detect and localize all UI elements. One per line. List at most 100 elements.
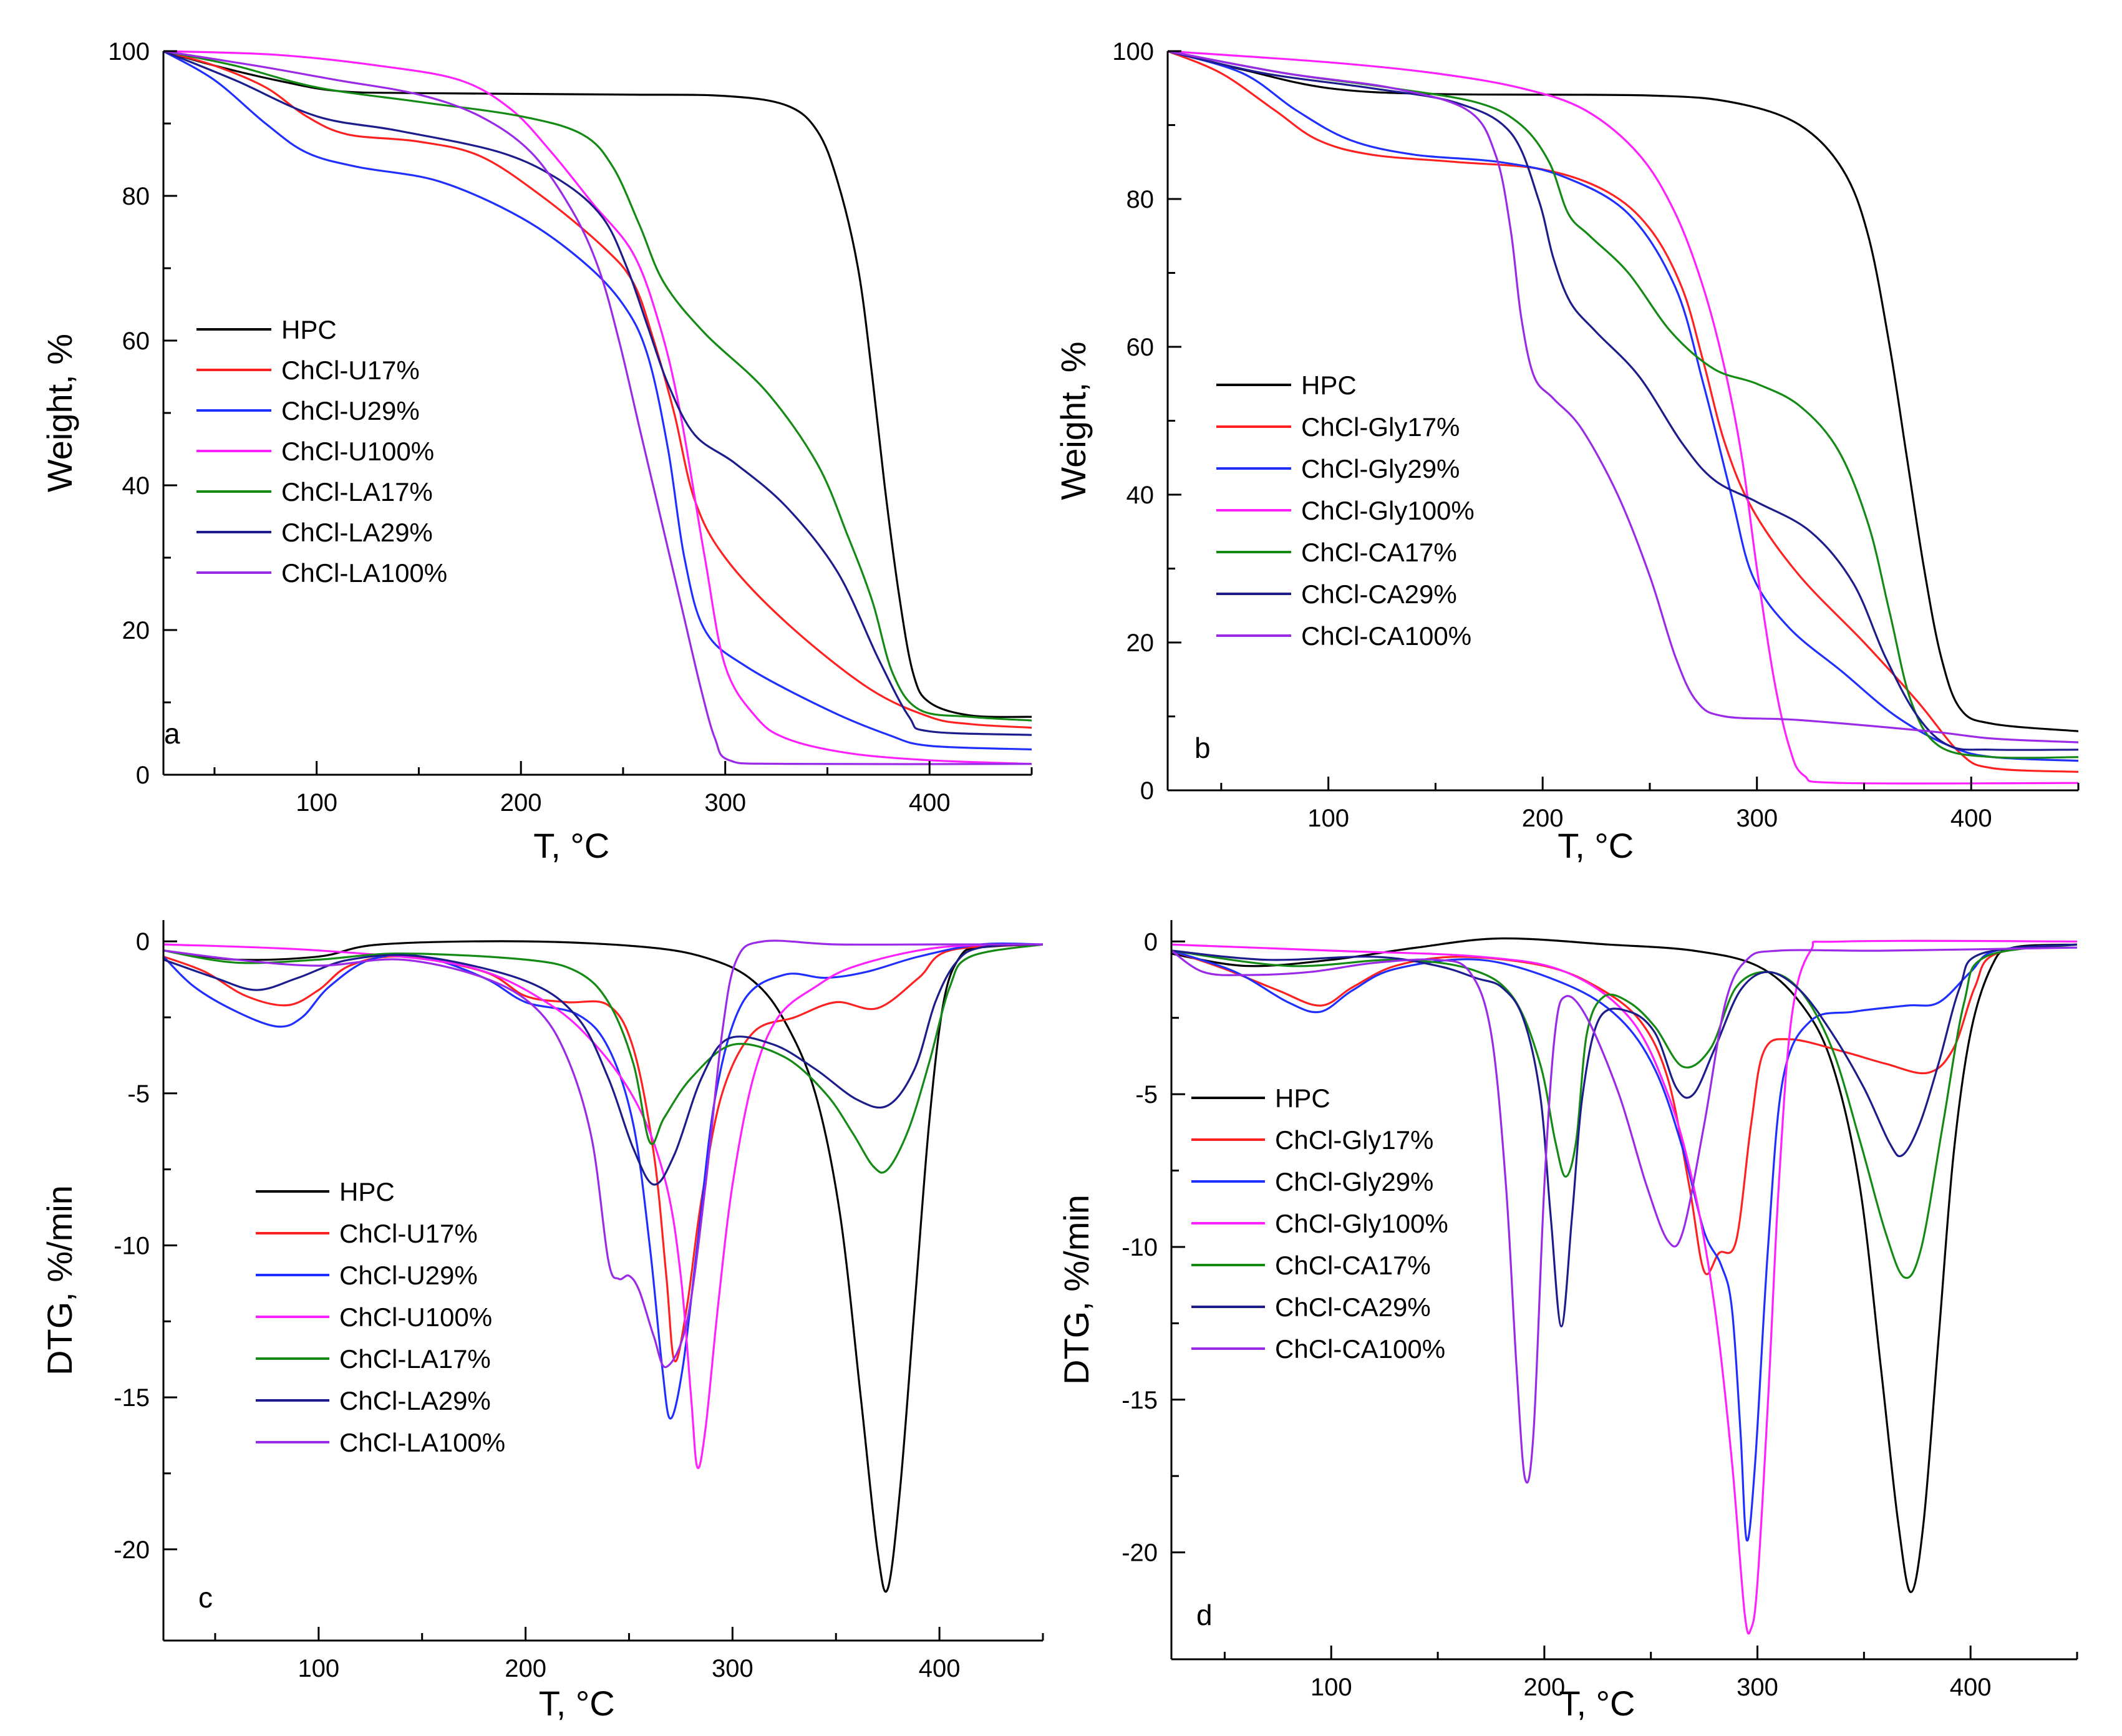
series-line-chcl-ca17pct [1171,943,2077,1279]
x-tick-label: 300 [1737,1674,1778,1701]
series-line-hpc [1168,50,2078,732]
series-group-c [163,939,1043,1593]
y-tick-label: 0 [1140,777,1154,805]
series-line-chcl-u17pct [163,50,1032,729]
series-group-d [1171,937,2077,1635]
y-tick-label: 100 [1112,38,1154,65]
legend-label-chcl-la17pct: ChCl-LA17% [281,477,433,507]
legend-label-hpc: HPC [339,1177,395,1206]
y-tick-label: 0 [136,762,150,789]
legend-label-chcl-la17pct: ChCl-LA17% [339,1344,491,1374]
x-axis-title: T, °C [1558,826,1634,865]
x-tick-label: 200 [1524,1674,1566,1701]
y-tick-label: -15 [1122,1387,1158,1414]
legend-label-chcl-u100pct: ChCl-U100% [339,1302,492,1332]
x-tick-label: 300 [704,789,746,817]
y-tick-label: 40 [122,472,150,500]
x-axis-title: T, °C [1559,1684,1635,1723]
legend-label-chcl-ca17pct: ChCl-CA17% [1275,1251,1431,1280]
x-tick-label: 400 [919,1655,961,1682]
series-line-hpc [1171,937,2077,1593]
legend-label-chcl-gly17pct: ChCl-Gly17% [1275,1125,1433,1155]
series-line-chcl-ca29pct [1171,943,2077,1327]
legend-label-chcl-gly29pct: ChCl-Gly29% [1301,454,1460,483]
legend-label-chcl-ca17pct: ChCl-CA17% [1301,538,1457,567]
series-line-chcl-u29pct [163,50,1032,750]
x-tick-label: 100 [298,1655,339,1682]
x-axis-title: T, °C [533,826,609,865]
y-axis-title: Weight, % [1054,341,1093,500]
chart-panel-a: 100 200 300 400 0 20 40 60 80 100 T, °C Weight, % a H… [40,38,1033,865]
panel-letter: b [1194,732,1211,764]
panel-letter: c [198,1581,213,1614]
legend-label-chcl-u100pct: ChCl-U100% [281,437,434,466]
legend-label-chcl-la100pct: ChCl-LA100% [281,558,447,588]
series-line-chcl-gly100pct [1171,939,2077,1635]
x-tick-label: 300 [1736,805,1778,832]
x-tick-label: 200 [500,789,542,817]
legend-label-chcl-ca100pct: ChCl-CA100% [1275,1334,1445,1364]
legend: HPC ChCl-U17% ChCl-U29% ChCl-U100% ChCl-LA17… [256,1177,505,1457]
y-tick-label: 0 [1144,928,1158,956]
chart-panel-c: 100 200 300 400 0 -5 -10 -15 -20 T, °C DTG, %/min c… [40,920,1044,1723]
x-tick-label: 400 [909,789,951,817]
y-axis-title: DTG, %/min [40,1185,79,1375]
legend-label-chcl-u29pct: ChCl-U29% [281,396,420,425]
y-tick-label: 80 [1126,186,1155,213]
y-tick-label: 80 [122,183,150,210]
series-line-chcl-gly100pct [1168,50,2078,785]
legend-label-chcl-ca29pct: ChCl-CA29% [1301,579,1457,609]
x-tick-label: 200 [1522,805,1564,832]
series-line-chcl-la100pct [163,50,1032,765]
y-tick-label: 0 [136,928,150,956]
legend-label-chcl-la29pct: ChCl-LA29% [281,518,433,547]
x-tick-label: 100 [296,789,337,817]
y-tick-label: 60 [1126,334,1155,361]
y-axis-title: DTG, %/min [1057,1195,1096,1385]
y-tick-label: 20 [1126,629,1155,657]
legend-label-hpc: HPC [1275,1084,1330,1113]
x-tick-label: 100 [1311,1674,1352,1701]
series-line-chcl-gly17pct [1168,50,2078,773]
legend-label-hpc: HPC [1301,371,1357,400]
series-line-chcl-la17pct [163,50,1032,722]
series-line-chcl-la29pct [163,50,1032,736]
chart-panel-b: 100 200 300 400 0 20 40 60 80 100 T, °C Weight, % b H… [1054,38,2080,865]
panel-letter: d [1196,1599,1213,1631]
legend-label-chcl-u17pct: ChCl-U17% [339,1219,478,1248]
x-tick-label: 100 [1307,805,1349,832]
x-axis-title: T, °C [539,1684,615,1723]
legend-label-chcl-gly17pct: ChCl-Gly17% [1301,412,1460,442]
series-line-chcl-la29pct [163,943,1043,1186]
y-tick-label: -20 [114,1536,150,1564]
series-line-chcl-u100pct [163,943,1043,1470]
y-tick-label: -15 [114,1384,150,1412]
series-line-chcl-la100pct [163,939,1043,1369]
series-group-a [163,50,1032,765]
series-line-chcl-ca100pct [1168,50,2078,744]
panel-letter: a [164,717,180,750]
series-line-hpc [163,940,1043,1593]
y-tick-label: -10 [114,1232,150,1259]
y-tick-label: 60 [122,327,150,355]
series-line-chcl-ca17pct [1168,50,2078,759]
legend-label-chcl-ca100pct: ChCl-CA100% [1301,621,1471,651]
legend-label-chcl-u29pct: ChCl-U29% [339,1261,478,1290]
y-tick-label: 40 [1126,482,1155,509]
series-line-chcl-gly29pct [1171,943,2077,1542]
series-line-chcl-u100pct [163,50,1032,765]
series-group-b [1168,50,2078,785]
series-line-chcl-u17pct [163,943,1043,1362]
y-tick-label: 100 [108,38,150,65]
legend: HPC ChCl-Gly17% ChCl-Gly29% ChCl-Gly100% ChC… [1191,1084,1448,1364]
y-tick-label: 20 [122,617,150,644]
legend-label-chcl-u17pct: ChCl-U17% [281,356,420,385]
y-tick-label: -20 [1122,1540,1158,1567]
y-axis-title: Weight, % [40,334,79,492]
legend-label-chcl-la29pct: ChCl-LA29% [339,1386,491,1415]
legend-label-chcl-gly100pct: ChCl-Gly100% [1301,496,1475,525]
legend: HPC ChCl-Gly17% ChCl-Gly29% ChCl-Gly100% ChC… [1216,371,1475,651]
legend-label-chcl-la100pct: ChCl-LA100% [339,1428,505,1457]
x-tick-label: 400 [1950,805,1992,832]
